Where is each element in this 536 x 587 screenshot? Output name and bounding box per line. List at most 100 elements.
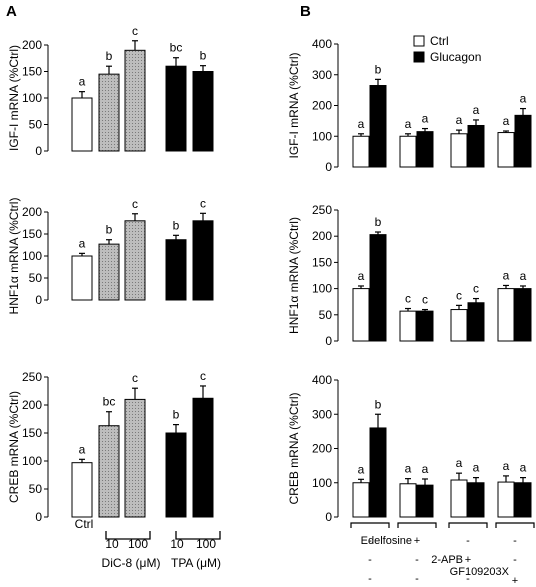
y-tick-label: 50 <box>319 308 333 322</box>
bar-glucagon-sig-letter: a <box>422 462 429 476</box>
tpa-bracket <box>175 531 221 540</box>
y-axis-label: HNF1α mRNA (%Ctrl) <box>7 198 21 315</box>
bar <box>192 397 214 518</box>
bar-glucagon-sig-letter: b <box>375 62 382 76</box>
bar-sig-letter: a <box>79 442 86 456</box>
edelfosine-label: Edelfosine <box>361 535 412 547</box>
panel-label-a: A <box>6 3 17 20</box>
bar-glucagon <box>514 288 532 342</box>
bar-glucagon <box>514 114 532 168</box>
y-tick-label: 50 <box>29 482 43 496</box>
gf-sign-2: - <box>415 573 419 585</box>
bar-ctrl <box>399 310 417 342</box>
bar-glucagon-sig-letter: a <box>520 461 527 475</box>
x-label-dic8-10: 10 <box>105 537 119 551</box>
y-axis-label: IGF-I mRNA (%Ctrl) <box>287 53 301 159</box>
gf-sign-4: + <box>512 575 518 587</box>
bar-ctrl-sig-letter: a <box>456 456 463 470</box>
bar-ctrl <box>352 135 370 168</box>
x-label-ctrl: Ctrl <box>75 517 94 531</box>
bar-glucagon <box>369 234 387 342</box>
bar-ctrl-sig-letter: a <box>358 117 365 131</box>
y-tick-label: 150 <box>22 426 42 440</box>
bar-glucagon-sig-letter: b <box>375 215 382 229</box>
y-tick-label: 150 <box>22 227 42 241</box>
group-bracket-4 <box>495 522 535 528</box>
bar-sig-letter: c <box>200 196 206 210</box>
bar <box>192 220 214 301</box>
x-label-dic8-100: 100 <box>128 537 148 551</box>
group-bracket-2 <box>397 522 437 528</box>
y-tick-label: 100 <box>22 91 42 105</box>
y-tick-label: 200 <box>312 229 332 243</box>
group-bracket-3 <box>448 522 488 528</box>
bar <box>192 71 214 152</box>
legend-label-ctrl: Ctrl <box>430 34 449 48</box>
y-tick-label: 300 <box>312 68 332 82</box>
bar-glucagon-sig-letter: a <box>422 112 429 126</box>
y-tick-label: 100 <box>312 129 332 143</box>
bar-glucagon-sig-letter: a <box>520 92 527 106</box>
bar-ctrl-sig-letter: a <box>503 114 510 128</box>
bar-ctrl-sig-letter: c <box>405 292 411 306</box>
gf-sign-1: - <box>368 573 372 585</box>
bar-glucagon <box>514 482 532 518</box>
bar-glucagon-sig-letter: c <box>473 282 479 296</box>
y-axis-label: IGF-I mRNA (%Ctrl) <box>7 45 21 151</box>
y-tick-label: 0 <box>325 334 332 348</box>
bar-sig-letter: a <box>79 75 86 89</box>
y-tick-label: 0 <box>35 510 42 524</box>
bar-ctrl <box>450 133 468 168</box>
y-axis-label: CREB mRNA (%Ctrl) <box>7 391 21 503</box>
bar-glucagon-sig-letter: a <box>473 103 480 117</box>
bar-sig-letter: b <box>173 218 180 232</box>
x-label-tpa-10: 10 <box>170 537 184 551</box>
y-tick-label: 0 <box>325 510 332 524</box>
y-tick-label: 200 <box>312 99 332 113</box>
bar <box>71 462 93 518</box>
bar <box>98 243 120 301</box>
bar-ctrl-sig-letter: a <box>358 269 365 283</box>
y-tick-label: 50 <box>29 118 43 132</box>
bar <box>165 65 187 152</box>
bar-ctrl <box>450 309 468 342</box>
bar <box>124 398 146 518</box>
dic8-bracket <box>105 531 151 540</box>
bar-ctrl <box>399 135 417 168</box>
bar-sig-letter: bc <box>170 41 183 55</box>
y-tick-label: 250 <box>312 203 332 217</box>
group-bracket-1 <box>350 522 390 528</box>
y-tick-label: 200 <box>312 442 332 456</box>
panel-label-b: B <box>300 3 311 20</box>
bar-ctrl-sig-letter: a <box>456 113 463 127</box>
y-tick-label: 150 <box>312 255 332 269</box>
legend-label-glucagon: Glucagon <box>430 50 481 64</box>
y-tick-label: 300 <box>312 407 332 421</box>
apb-sign-1: - <box>368 554 372 566</box>
edelfosine-sign-4: - <box>513 535 517 547</box>
bar-glucagon <box>467 302 485 342</box>
bar-glucagon <box>416 484 434 518</box>
bar-ctrl-sig-letter: c <box>456 288 462 302</box>
y-axis-label: HNF1α mRNA (%Ctrl) <box>287 217 301 334</box>
y-tick-label: 0 <box>35 293 42 307</box>
bar-sig-letter: c <box>200 369 206 383</box>
bar-sig-letter: c <box>132 371 138 385</box>
bar-glucagon <box>369 85 387 168</box>
bar-ctrl <box>450 479 468 518</box>
y-tick-label: 100 <box>312 476 332 490</box>
bar-ctrl <box>352 482 370 518</box>
bar-ctrl <box>497 132 515 168</box>
apb-sign-2: - <box>415 554 419 566</box>
bar-ctrl-sig-letter: a <box>405 462 412 476</box>
y-tick-label: 400 <box>312 37 332 51</box>
bar-ctrl-sig-letter: a <box>405 117 412 131</box>
y-tick-label: 150 <box>22 65 42 79</box>
